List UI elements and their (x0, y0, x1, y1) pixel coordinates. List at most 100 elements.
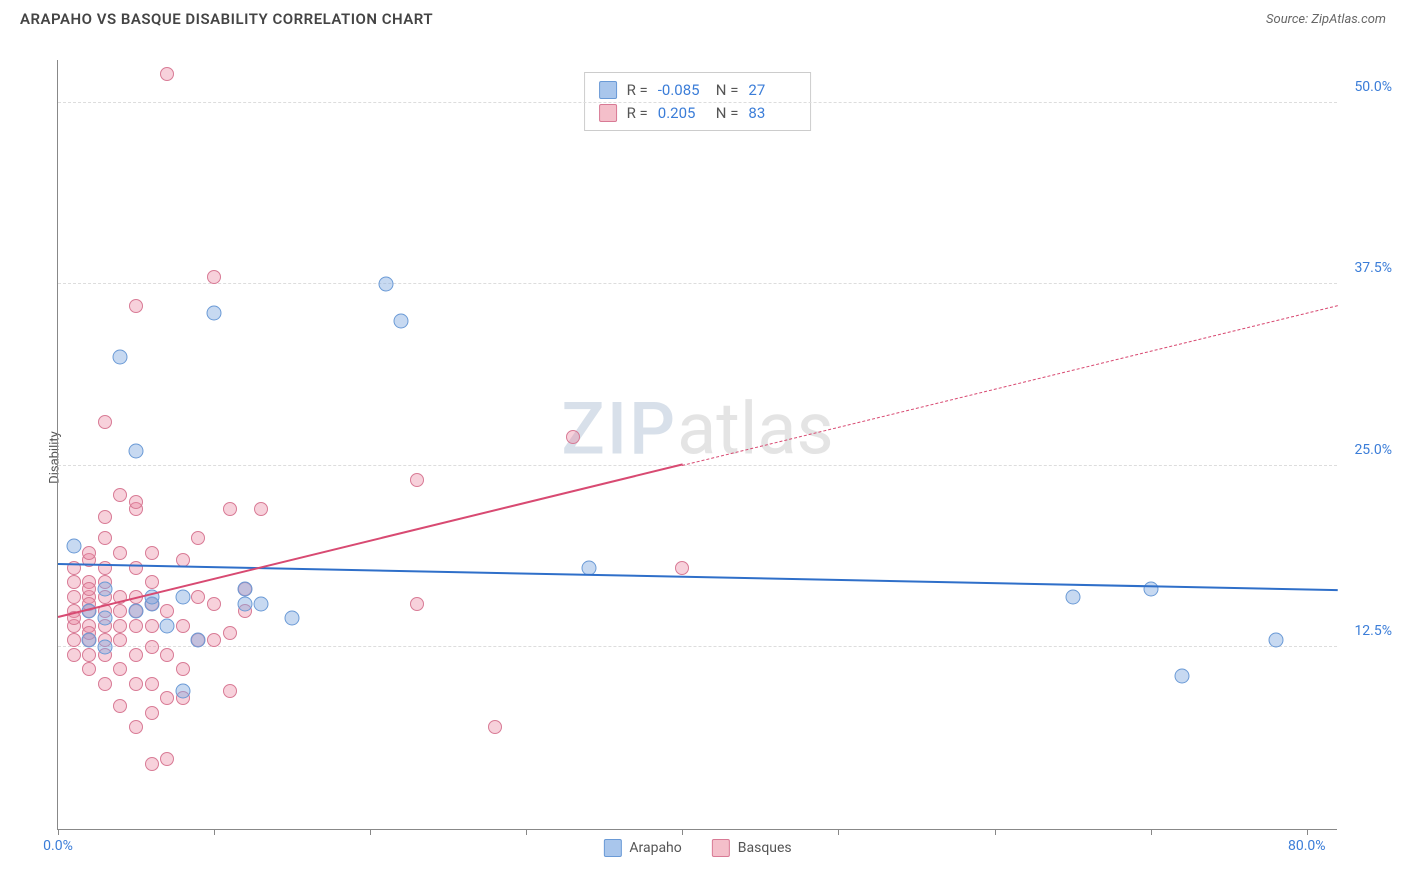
arapaho-point (160, 618, 175, 633)
basques-point (113, 619, 127, 633)
n-label: N = (716, 79, 739, 102)
arapaho-r-value: -0.085 (658, 79, 706, 102)
arapaho-point (207, 306, 222, 321)
basques-point (67, 633, 81, 647)
basques-point (82, 546, 96, 560)
basques-legend-swatch-icon (712, 839, 730, 857)
arapaho-point (175, 683, 190, 698)
arapaho-point (129, 604, 144, 619)
basques-point (176, 619, 190, 633)
basques-point (223, 626, 237, 640)
x-tick (1307, 829, 1308, 835)
basques-point (207, 270, 221, 284)
arapaho-point (113, 349, 128, 364)
basques-swatch-icon (599, 104, 617, 122)
basques-point (254, 502, 268, 516)
y-tick-label: 50.0% (1354, 79, 1392, 95)
n-label: N = (716, 102, 739, 125)
basques-point (191, 531, 205, 545)
arapaho-point (253, 596, 268, 611)
basques-point (67, 575, 81, 589)
basques-point (488, 720, 502, 734)
basques-point (160, 752, 174, 766)
basques-point (98, 561, 112, 575)
basques-point (160, 648, 174, 662)
basques-point (145, 677, 159, 691)
arapaho-point (97, 640, 112, 655)
arapaho-point (285, 611, 300, 626)
trend-line (58, 464, 683, 618)
basques-point (191, 590, 205, 604)
x-axis-min-label: 0.0% (43, 838, 73, 854)
chart-title: ARAPAHO VS BASQUE DISABILITY CORRELATION… (20, 10, 433, 28)
legend-item-basques: Basques (712, 839, 792, 857)
basques-n-value: 83 (748, 102, 796, 125)
basques-point (129, 299, 143, 313)
basques-point (98, 510, 112, 524)
arapaho-point (1065, 589, 1080, 604)
basques-point (675, 561, 689, 575)
basques-point (145, 575, 159, 589)
x-tick (526, 829, 527, 835)
y-tick-label: 25.0% (1354, 442, 1392, 458)
basques-point (207, 633, 221, 647)
x-tick (838, 829, 839, 835)
basques-point (113, 604, 127, 618)
stats-row-arapaho: R = -0.085 N = 27 (599, 79, 797, 102)
y-tick-label: 37.5% (1354, 260, 1392, 276)
plot-area: ZIPatlas R = -0.085 N = 27 R = 0.205 N =… (57, 60, 1337, 830)
arapaho-point (238, 596, 253, 611)
basques-point (67, 648, 81, 662)
x-tick (682, 829, 683, 835)
basques-point (160, 67, 174, 81)
watermark-part2: atlas (677, 387, 834, 472)
gridline (58, 465, 1337, 466)
basques-point (82, 582, 96, 596)
basques-point (98, 415, 112, 429)
x-axis-max-label: 80.0% (1288, 838, 1326, 854)
basques-point (129, 619, 143, 633)
basques-point (160, 691, 174, 705)
basques-point (160, 604, 174, 618)
arapaho-legend-swatch-icon (603, 839, 621, 857)
basques-point (145, 706, 159, 720)
basques-point (113, 633, 127, 647)
basques-point (410, 473, 424, 487)
basques-legend-label: Basques (738, 840, 792, 856)
trend-line-dashed (682, 305, 1338, 466)
bottom-legend: Arapaho Basques (603, 839, 791, 857)
basques-point (113, 662, 127, 676)
basques-point (145, 546, 159, 560)
watermark: ZIPatlas (561, 387, 833, 472)
basques-point (207, 597, 221, 611)
basques-point (113, 488, 127, 502)
basques-point (223, 684, 237, 698)
basques-point (145, 640, 159, 654)
basques-point (129, 495, 143, 509)
basques-point (113, 699, 127, 713)
legend-item-arapaho: Arapaho (603, 839, 681, 857)
arapaho-swatch-icon (599, 81, 617, 99)
basques-point (129, 648, 143, 662)
basques-point (129, 720, 143, 734)
chart-container: Disability ZIPatlas R = -0.085 N = 27 R … (45, 50, 1385, 850)
arapaho-n-value: 27 (748, 79, 796, 102)
arapaho-point (129, 444, 144, 459)
arapaho-point (191, 633, 206, 648)
arapaho-point (1143, 582, 1158, 597)
arapaho-point (82, 633, 97, 648)
basques-point (82, 648, 96, 662)
arapaho-point (1268, 633, 1283, 648)
arapaho-point (378, 277, 393, 292)
basques-point (113, 546, 127, 560)
basques-point (129, 677, 143, 691)
watermark-part1: ZIP (561, 387, 677, 472)
basques-point (67, 590, 81, 604)
r-label: R = (627, 102, 648, 125)
x-tick (1151, 829, 1152, 835)
basques-point (98, 677, 112, 691)
arapaho-point (394, 313, 409, 328)
x-tick (370, 829, 371, 835)
arapaho-point (97, 582, 112, 597)
basques-point (145, 757, 159, 771)
